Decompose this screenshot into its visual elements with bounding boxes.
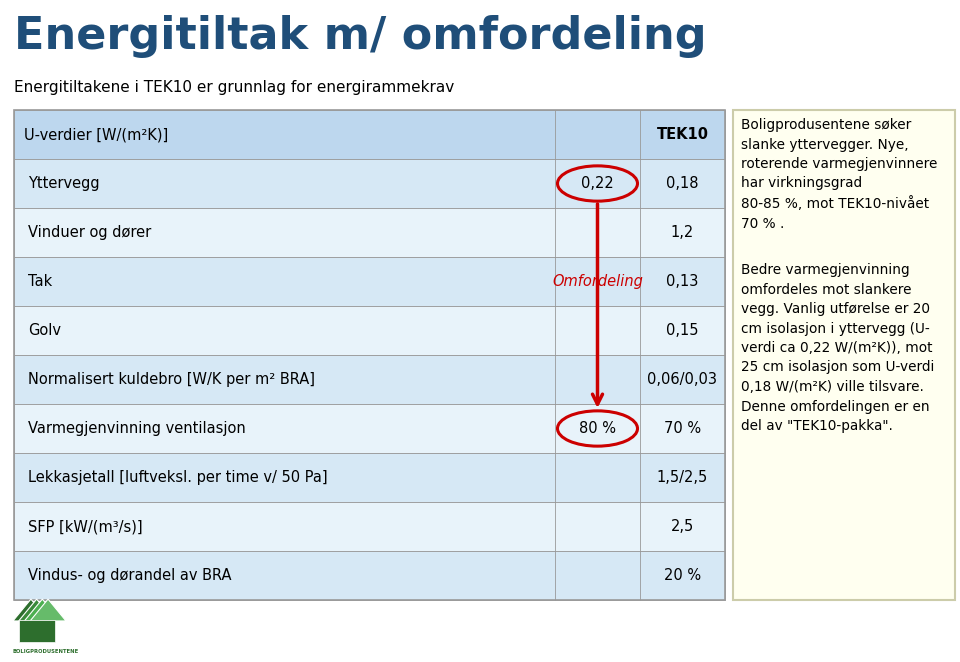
Text: Omfordeling: Omfordeling — [552, 274, 643, 289]
Text: U-verdier [W/(m²K)]: U-verdier [W/(m²K)] — [24, 127, 168, 142]
Polygon shape — [24, 599, 60, 621]
Text: Yttervegg: Yttervegg — [28, 176, 100, 191]
Text: 2,5: 2,5 — [671, 519, 694, 534]
Text: Normalisert kuldebro [W/K per m² BRA]: Normalisert kuldebro [W/K per m² BRA] — [28, 372, 315, 387]
Text: Tak: Tak — [28, 274, 52, 289]
Bar — [14, 208, 725, 257]
Text: 1,2: 1,2 — [671, 225, 694, 240]
Bar — [14, 404, 725, 453]
Text: Varmegjenvinning ventilasjon: Varmegjenvinning ventilasjon — [28, 421, 246, 436]
Text: 0,06/0,03: 0,06/0,03 — [647, 372, 717, 387]
Text: SFP [kW/(m³/s)]: SFP [kW/(m³/s)] — [28, 519, 143, 534]
Text: Energitiltak m/ omfordeling: Energitiltak m/ omfordeling — [14, 15, 707, 58]
Polygon shape — [30, 599, 66, 621]
Text: Boligprodusentene søker
slanke yttervegger. Nye,
roterende varmegjenvinnere
har : Boligprodusentene søker slanke yttervegg… — [741, 118, 937, 231]
Text: 80 %: 80 % — [579, 421, 616, 436]
Bar — [14, 306, 725, 355]
Text: 0,13: 0,13 — [666, 274, 699, 289]
Text: Golv: Golv — [28, 323, 61, 338]
Bar — [14, 110, 725, 600]
Text: Vinduer og dører: Vinduer og dører — [28, 225, 152, 240]
Bar — [14, 355, 725, 404]
Bar — [14, 159, 725, 208]
Bar — [19, 620, 56, 642]
Polygon shape — [13, 599, 49, 621]
Bar — [14, 502, 725, 551]
Text: 0,18: 0,18 — [666, 176, 699, 191]
Text: 70 %: 70 % — [664, 421, 701, 436]
Text: BOLIGPRODUSENTENE: BOLIGPRODUSENTENE — [12, 649, 79, 654]
Polygon shape — [18, 599, 55, 621]
Text: 1,5/2,5: 1,5/2,5 — [657, 470, 708, 485]
Text: TEK10: TEK10 — [657, 127, 708, 142]
Bar — [14, 257, 725, 306]
Text: 0,22: 0,22 — [581, 176, 613, 191]
Bar — [14, 453, 725, 502]
Bar — [733, 110, 955, 600]
Text: 0,15: 0,15 — [666, 323, 699, 338]
Bar — [14, 110, 725, 159]
Bar — [14, 551, 725, 600]
Text: Bedre varmegjenvinning
omfordeles mot slankere
vegg. Vanlig utførelse er 20
cm i: Bedre varmegjenvinning omfordeles mot sl… — [741, 263, 934, 433]
Text: Vindus- og dørandel av BRA: Vindus- og dørandel av BRA — [28, 568, 231, 583]
Text: 20 %: 20 % — [664, 568, 701, 583]
Text: Energitiltakene i TEK10 er grunnlag for energirammekrav: Energitiltakene i TEK10 er grunnlag for … — [14, 80, 454, 95]
Text: Lekkasjetall [luftveksl. per time v/ 50 Pa]: Lekkasjetall [luftveksl. per time v/ 50 … — [28, 470, 327, 485]
